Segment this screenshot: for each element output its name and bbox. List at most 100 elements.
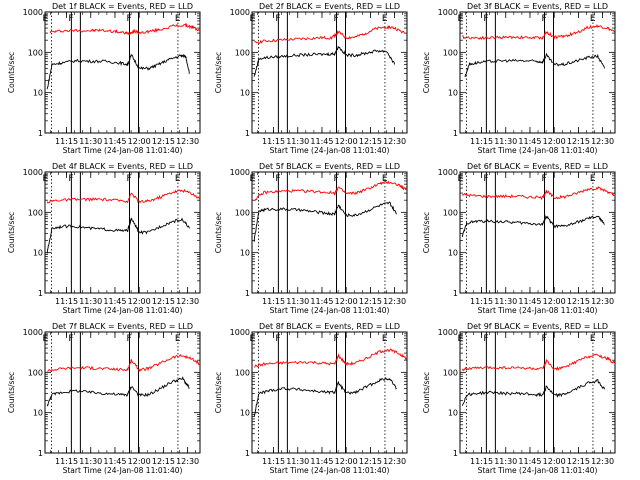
y-tick-label: 1 [245,449,250,458]
x-tick-label: 12:15 [152,137,175,146]
events-series-line [461,378,605,406]
flag-label: F [483,14,488,24]
y-axis-label: Counts/sec [7,212,16,253]
panel-det-7: Det 7f BLACK = Events, RED = LLD 1 10 100 10… [7,322,201,475]
plot-frame [251,331,408,454]
flag-label: F [333,14,338,24]
x-tick-label: 12:00 [128,137,151,146]
y-axis-label: Counts/sec [214,52,223,93]
flag-label: E [43,14,49,24]
x-tick-label: 12:30 [591,137,614,146]
x-axis-label: Start Time (24-Jan-08 11:01:40) [63,306,183,315]
panel-det-1: Det 1f BLACK = Events, RED = LLD 1 10 100 10… [7,2,201,155]
plot-frame [44,331,201,454]
x-tick-label: 12:30 [591,457,614,466]
x-tick-label: 11:45 [518,297,541,306]
panel-det-6: Det 6f BLACK = Events, RED = LLD 1 10 100 10… [422,162,616,315]
panel-det-2: Det 2f BLACK = Events, RED = LLD 1 10 100 10… [214,2,408,155]
y-tick-label: 1000 [23,328,43,337]
flag-label: E [382,174,388,184]
x-tick-label: 11:30 [79,297,102,306]
x-axis-label: Start Time (24-Jan-08 11:01:40) [63,146,183,155]
y-tick-label: 1000 [438,168,458,177]
y-tick-label: 10 [448,89,458,98]
y-tick-label: 10 [240,409,250,418]
x-tick-label: 11:30 [286,297,309,306]
flag-label: E [175,334,181,344]
panel-title: Det 6f BLACK = Events, RED = LLD [467,162,608,171]
x-tick-label: 12:30 [383,297,406,306]
flag-label: F [275,14,280,24]
y-tick-label: 1 [38,289,43,298]
panel-det-3: Det 3f BLACK = Events, RED = LLD 1 10 100 10… [422,2,616,155]
x-tick-label: 11:45 [518,457,541,466]
y-tick-label: 1000 [438,8,458,17]
y-tick-label: 10 [33,89,43,98]
x-axis-label: Start Time (24-Jan-08 11:01:40) [270,306,390,315]
flag-label: E [382,14,388,24]
panel-title: Det 8f BLACK = Events, RED = LLD [259,322,400,331]
x-tick-label: 12:15 [567,457,590,466]
x-tick-label: 11:15 [55,137,78,146]
x-tick-label: 12:15 [359,137,382,146]
flag-label: E [458,14,464,24]
panel-title: Det 1f BLACK = Events, RED = LLD [52,2,193,11]
panel-title: Det 7f BLACK = Events, RED = LLD [52,322,193,331]
x-tick-label: 11:15 [470,457,493,466]
y-tick-label: 10 [240,89,250,98]
lld-series-line [461,353,615,372]
x-tick-label: 11:15 [470,137,493,146]
x-tick-label: 12:00 [128,297,151,306]
y-axis-label: Counts/sec [214,372,223,413]
plot-frame [459,171,616,294]
x-tick-label: 11:30 [494,137,517,146]
x-tick-label: 12:30 [176,297,199,306]
y-tick-label: 1000 [23,168,43,177]
flag-label: F [483,174,488,184]
y-axis-label: Counts/sec [7,372,16,413]
lld-series-line [253,180,407,202]
plot-frame [251,171,408,294]
flag-label: F [68,174,73,184]
panel-title: Det 4f BLACK = Events, RED = LLD [52,162,193,171]
flag-label: E [175,174,181,184]
y-tick-label: 10 [240,249,250,258]
flag-label: F [333,174,338,184]
x-tick-label: 11:30 [79,457,102,466]
x-tick-label: 11:30 [494,457,517,466]
x-tick-label: 11:15 [55,297,78,306]
events-series-line [253,46,396,77]
x-tick-label: 12:15 [567,137,590,146]
y-tick-label: 100 [235,208,250,217]
x-axis-label: Start Time (24-Jan-08 11:01:40) [270,146,390,155]
x-tick-label: 12:00 [543,137,566,146]
panel-title: Det 5f BLACK = Events, RED = LLD [259,162,400,171]
x-tick-label: 12:15 [359,457,382,466]
panel-det-4: Det 4f BLACK = Events, RED = LLD 1 10 100 10… [7,162,201,315]
events-series-line [461,214,605,237]
x-tick-label: 12:30 [176,457,199,466]
x-tick-label: 11:45 [310,137,333,146]
plot-frame [459,331,616,454]
y-tick-label: 1000 [23,8,43,17]
x-tick-label: 12:30 [383,137,406,146]
flag-label: E [590,174,596,184]
x-tick-label: 12:30 [591,297,614,306]
flag-label: F [541,14,546,24]
flag-label: F [68,14,73,24]
panel-det-5: Det 5f BLACK = Events, RED = LLD 1 10 100 10… [214,162,408,315]
x-axis-label: Start Time (24-Jan-08 11:01:40) [270,466,390,475]
flag-label: E [590,14,596,24]
panel-det-9: Det 9f BLACK = Events, RED = LLD 1 10 100 10… [422,322,616,475]
plot-frame [459,11,616,134]
panel-title: Det 3f BLACK = Events, RED = LLD [467,2,608,11]
x-axis-label: Start Time (24-Jan-08 11:01:40) [478,146,598,155]
y-tick-label: 10 [33,249,43,258]
lld-series-line [49,22,200,36]
x-tick-label: 12:00 [128,457,151,466]
flag-label: F [126,14,131,24]
y-tick-label: 100 [443,208,458,217]
y-axis-label: Counts/sec [422,212,431,253]
x-tick-label: 11:15 [262,137,285,146]
flag-label: E [250,14,256,24]
